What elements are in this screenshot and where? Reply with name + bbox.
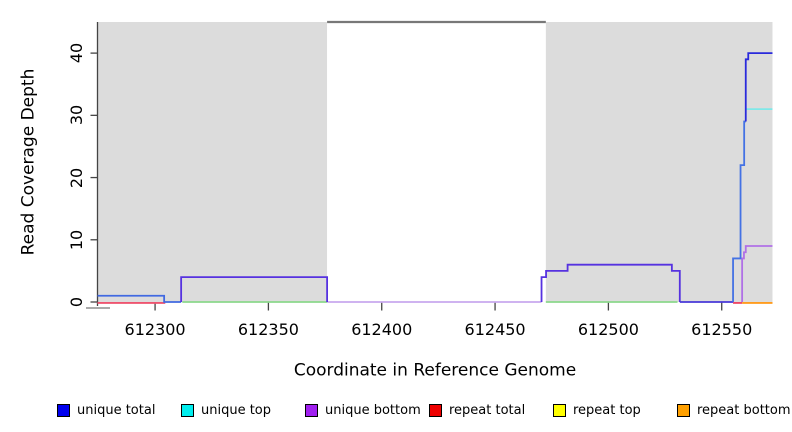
legend-item-label: repeat total <box>449 402 526 418</box>
series-unique-plateau-6 <box>540 263 681 302</box>
legend-swatch <box>553 403 566 417</box>
legend-item-repeat-bottom: repeat bottom <box>677 402 791 418</box>
series-unique-total-staircase-lower <box>732 120 746 302</box>
series-unique-total-depth1 <box>97 294 182 303</box>
legend-item-repeat-total: repeat total <box>429 402 525 418</box>
legend-item-label: unique total <box>77 402 156 418</box>
legend-item-label: unique bottom <box>325 402 421 418</box>
legend-swatch <box>429 403 442 417</box>
legend-swatch <box>305 403 318 417</box>
legend-item-unique-top: unique top <box>181 402 271 418</box>
series-unique-plateau-4 <box>180 276 329 302</box>
plot-background-region-white-gap <box>327 22 546 302</box>
plot-background-region-gray-right <box>545 22 773 302</box>
legend-item-unique-bottom: unique bottom <box>305 402 421 418</box>
legend-item-label: repeat top <box>573 402 641 418</box>
legend-item-unique-total: unique total <box>57 402 155 418</box>
series-unique-bottom-staircase <box>741 245 773 302</box>
plot-background-region-gray-left <box>97 22 328 302</box>
legend-swatch <box>677 403 690 417</box>
series-unique-total-staircase-upper <box>744 52 773 122</box>
x-axis-title: Coordinate in Reference Genome <box>293 360 577 381</box>
legend-item-label: unique top <box>201 402 272 418</box>
legend-item-label: repeat bottom <box>697 402 791 418</box>
legend-item-repeat-top: repeat top <box>553 402 641 418</box>
legend-swatch <box>57 403 70 417</box>
legend-swatch <box>181 403 194 417</box>
